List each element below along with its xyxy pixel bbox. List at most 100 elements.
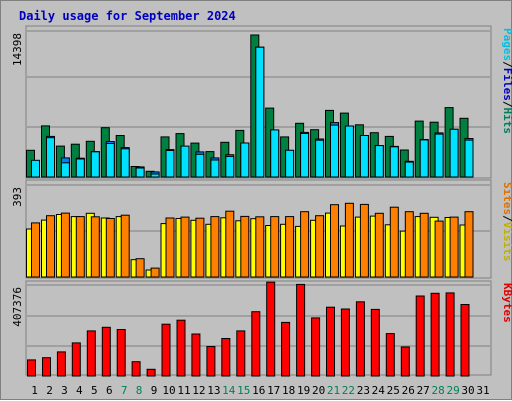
x-tick-day-28: 28 [431, 384, 444, 397]
y-max-label-requests: 14398 [11, 33, 24, 66]
bar-pages-day-4 [75, 158, 85, 178]
bar-kbytes-day-10 [161, 323, 171, 377]
bar-kbytes-day-3 [56, 351, 66, 377]
bar-pages-day-3 [60, 162, 70, 178]
bar-pages-day-2 [46, 137, 55, 178]
bar-sites-day-10 [165, 217, 175, 278]
bar-kbytes-day-19 [296, 283, 306, 377]
x-tick-day-30: 30 [461, 384, 474, 397]
bar-pages-day-23 [359, 135, 369, 178]
bar-sites-day-11 [180, 216, 190, 278]
bar-kbytes-day-27 [415, 295, 425, 377]
bar-kbytes-day-26 [400, 346, 410, 377]
bar-pages-day-20 [315, 139, 325, 178]
bar-sites-day-2 [46, 215, 55, 278]
bar-kbytes-day-28 [430, 292, 440, 377]
bar-sites-day-16 [255, 216, 265, 278]
x-tick-day-15: 15 [237, 384, 250, 397]
legend-visitors-part-1: / [501, 215, 512, 222]
bar-kbytes-day-17 [266, 281, 276, 377]
bar-pages-day-18 [285, 149, 295, 178]
x-tick-day-11: 11 [177, 384, 190, 397]
bar-sites-day-12 [195, 217, 205, 278]
bar-sites-day-22 [344, 202, 354, 278]
bar-pages-day-7 [120, 148, 130, 178]
bar-kbytes-day-16 [251, 311, 261, 377]
bar-pages-day-21 [330, 124, 339, 178]
x-tick-day-1: 1 [31, 384, 38, 397]
x-tick-day-27: 27 [417, 384, 430, 397]
bar-kbytes-day-21 [326, 306, 335, 377]
bar-sites-day-7 [120, 214, 130, 278]
bar-sites-day-15 [240, 215, 250, 278]
legend-requests: Pages/Files/Hits [501, 28, 512, 134]
bar-sites-day-19 [300, 211, 310, 278]
bar-pages-day-17 [270, 129, 280, 178]
bar-sites-day-29 [449, 216, 459, 278]
bar-sites-day-8 [135, 258, 145, 278]
bar-pages-day-13 [210, 159, 220, 178]
x-tick-day-6: 6 [106, 384, 113, 397]
bar-pages-day-24 [374, 145, 384, 178]
x-tick-day-20: 20 [312, 384, 325, 397]
bar-sites-day-28 [434, 220, 444, 278]
legend-visitors-part-2: Visits [501, 222, 512, 262]
bar-kbytes-day-7 [116, 329, 126, 377]
bar-pages-day-15 [240, 142, 250, 178]
x-tick-day-16: 16 [252, 384, 265, 397]
bar-pages-day-30 [464, 139, 474, 178]
bar-sites-day-20 [315, 215, 325, 278]
bar-kbytes-day-30 [460, 304, 470, 377]
bar-sites-day-9 [150, 267, 160, 278]
bar-kbytes-day-18 [281, 321, 291, 377]
bar-kbytes-day-9 [146, 368, 156, 377]
bar-sites-day-3 [60, 212, 70, 278]
bar-kbytes-day-1 [27, 359, 36, 377]
x-tick-day-17: 17 [267, 384, 280, 397]
bar-kbytes-day-24 [370, 308, 380, 377]
bar-sites-day-26 [404, 211, 414, 278]
x-tick-day-3: 3 [61, 384, 68, 397]
x-tick-day-24: 24 [372, 384, 386, 397]
legend-visitors-part-0: Sites [501, 182, 512, 215]
bar-kbytes-day-5 [86, 330, 96, 377]
bar-pages-day-26 [404, 161, 414, 178]
bar-kbytes-day-25 [385, 333, 395, 377]
bar-pages-day-8 [135, 167, 145, 178]
bar-sites-day-4 [75, 216, 85, 278]
bar-sites-day-30 [464, 211, 474, 278]
x-tick-day-13: 13 [207, 384, 220, 397]
x-tick-day-29: 29 [446, 384, 459, 397]
bar-pages-day-1 [31, 159, 40, 178]
bar-sites-day-14 [225, 210, 235, 278]
bar-kbytes-day-8 [131, 361, 141, 377]
x-tick-day-19: 19 [297, 384, 310, 397]
bar-pages-day-19 [300, 133, 310, 178]
bar-kbytes-day-14 [221, 338, 231, 377]
bar-pages-day-27 [419, 139, 429, 178]
bar-sites-day-24 [374, 212, 384, 278]
legend-requests-part-0: Pages [501, 28, 512, 61]
x-tick-day-7: 7 [121, 384, 128, 397]
x-tick-day-2: 2 [46, 384, 53, 397]
bar-pages-day-12 [195, 153, 205, 178]
bar-kbytes-day-12 [191, 333, 201, 377]
bar-pages-day-9 [150, 173, 160, 178]
bar-pages-day-11 [180, 145, 190, 178]
bar-pages-day-29 [449, 128, 459, 178]
bar-sites-day-27 [419, 212, 429, 278]
bar-kbytes-day-13 [206, 346, 216, 377]
legend-traffic: KBytes [501, 283, 512, 323]
x-tick-day-23: 23 [357, 384, 370, 397]
bar-kbytes-day-15 [236, 330, 246, 377]
y-max-label-visitors: 393 [11, 187, 24, 207]
y-max-label-traffic: 407376 [11, 287, 24, 327]
bar-kbytes-day-23 [355, 301, 365, 377]
bar-sites-day-5 [90, 216, 100, 278]
x-tick-day-8: 8 [136, 384, 143, 397]
x-tick-day-14: 14 [222, 384, 236, 397]
bar-sites-day-17 [270, 216, 280, 278]
bar-pages-day-28 [434, 133, 444, 178]
